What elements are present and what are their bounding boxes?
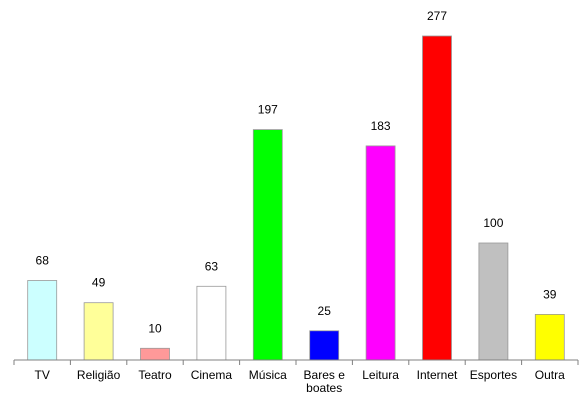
bar-6 <box>365 145 396 361</box>
category-label-8: Esportes <box>470 368 517 382</box>
category-label-2: Teatro <box>138 368 172 382</box>
data-label-7: 277 <box>427 9 447 23</box>
category-label-5: Bares e boates <box>304 368 346 393</box>
category-label-7: Internet <box>417 368 458 382</box>
labels-group: 68 TV 49 Religião 10 Teatro 63 Cinema 197 Música 2… <box>35 9 566 393</box>
data-label-3: 63 <box>205 259 219 273</box>
category-label-0: TV <box>35 368 50 382</box>
category-label-3: Cinema <box>191 368 233 382</box>
data-label-4: 197 <box>258 103 278 117</box>
data-label-1: 49 <box>92 276 106 290</box>
bar-2 <box>140 347 170 361</box>
bars-group <box>27 35 565 361</box>
bar-1 <box>83 302 114 361</box>
bar-9 <box>534 313 565 361</box>
category-label-9: Outra <box>535 368 565 382</box>
category-label-4: Música <box>249 368 287 382</box>
data-label-0: 68 <box>36 254 50 268</box>
bar-0 <box>27 280 58 361</box>
data-label-5: 25 <box>318 304 332 318</box>
category-label-6: Leitura <box>362 368 399 382</box>
category-label-1: Religião <box>77 368 121 382</box>
bar-5 <box>309 330 340 361</box>
data-label-9: 39 <box>543 287 557 301</box>
bar-8 <box>478 242 509 361</box>
data-label-2: 10 <box>148 321 162 335</box>
bar-3 <box>196 285 227 361</box>
axis-group <box>13 359 579 365</box>
data-label-8: 100 <box>483 216 503 230</box>
bar-4 <box>252 129 283 361</box>
bar-7 <box>422 35 452 361</box>
data-label-6: 183 <box>371 119 391 133</box>
